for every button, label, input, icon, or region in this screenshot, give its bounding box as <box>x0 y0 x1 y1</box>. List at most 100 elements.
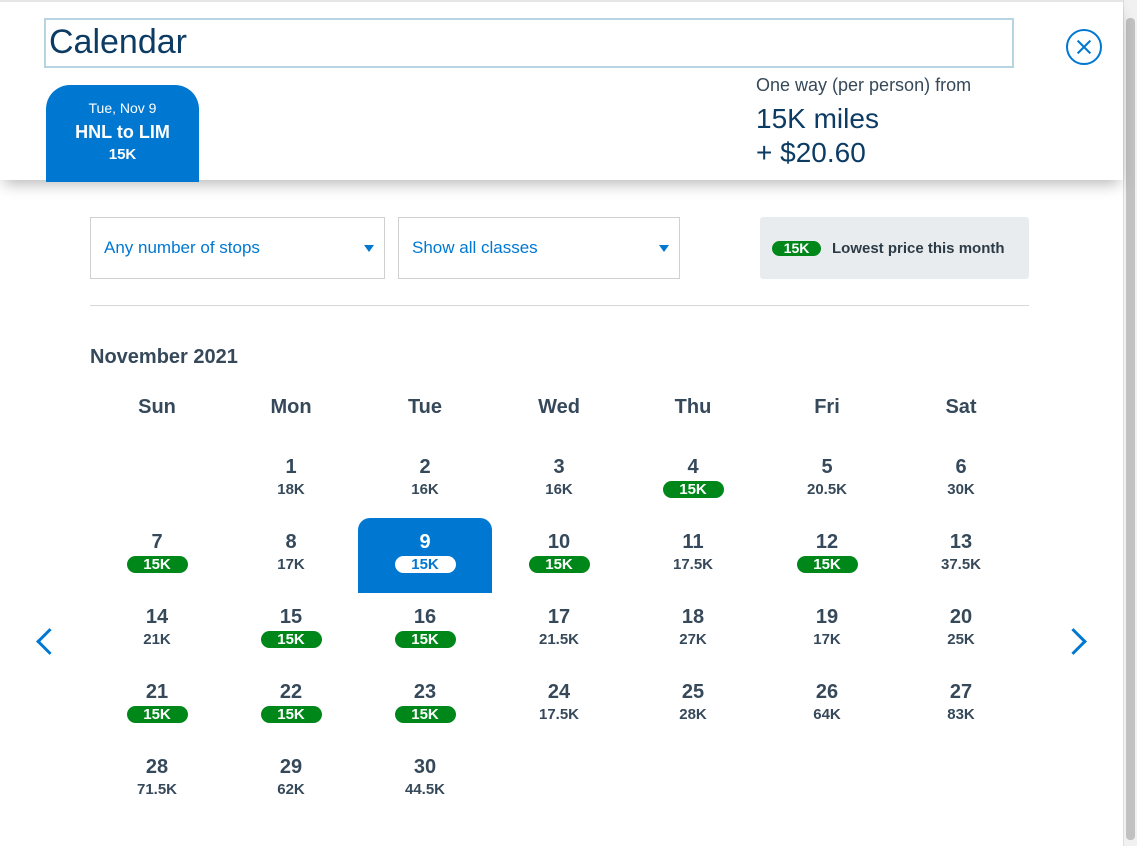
calendar-day-22[interactable]: 22 15K <box>224 668 358 743</box>
day-price: 28K <box>679 706 707 723</box>
calendar-day-14[interactable]: 14 21K <box>90 593 224 668</box>
day-price: 17.5K <box>672 556 714 573</box>
day-price-lowest: 15K <box>796 556 858 573</box>
day-number: 9 <box>419 531 431 553</box>
calendar-day-5[interactable]: 5 20.5K <box>760 443 894 518</box>
day-price: 62K <box>277 781 305 798</box>
day-number: 8 <box>285 531 297 553</box>
day-number: 18 <box>681 606 705 628</box>
stops-select[interactable]: Any number of stops <box>90 217 385 279</box>
day-price: 20.5K <box>806 481 848 498</box>
day-number: 26 <box>815 681 839 703</box>
day-price: 27K <box>679 631 707 648</box>
calendar-day-27[interactable]: 27 83K <box>894 668 1028 743</box>
day-number: 14 <box>145 606 169 628</box>
day-number: 24 <box>547 681 571 703</box>
day-price: 83K <box>947 706 975 723</box>
day-price-lowest: 15K <box>662 481 724 498</box>
calendar-day-16[interactable]: 16 15K <box>358 593 492 668</box>
scroll-thumb[interactable] <box>1126 18 1135 840</box>
page-title: Calendar <box>44 18 1014 68</box>
lowest-price-legend: 15K Lowest price this month <box>760 217 1029 279</box>
day-price: 18K <box>277 481 305 498</box>
day-number: 22 <box>279 681 303 703</box>
day-price-lowest: 15K <box>260 631 322 648</box>
fare-tax: + $20.60 <box>756 137 866 168</box>
calendar-day-12[interactable]: 12 15K <box>760 518 894 593</box>
day-number: 4 <box>687 456 699 478</box>
calendar-day-7[interactable]: 7 15K <box>90 518 224 593</box>
calendar-day-13[interactable]: 13 37.5K <box>894 518 1028 593</box>
day-price-lowest: 15K <box>260 706 322 723</box>
day-number: 13 <box>949 531 973 553</box>
calendar-day-9[interactable]: 9 15K <box>358 518 492 593</box>
scrollbar[interactable] <box>1123 0 1137 846</box>
day-number: 30 <box>413 756 437 778</box>
lowest-price-label: Lowest price this month <box>832 240 1005 257</box>
chevron-left-icon[interactable] <box>36 628 63 655</box>
calendar-day-28[interactable]: 28 71.5K <box>90 743 224 818</box>
weekday-tue: Tue <box>407 396 443 418</box>
day-number: 15 <box>279 606 303 628</box>
day-number: 12 <box>815 531 839 553</box>
calendar-day-26[interactable]: 26 64K <box>760 668 894 743</box>
classes-select[interactable]: Show all classes <box>398 217 680 279</box>
day-price: 17K <box>277 556 305 573</box>
chevron-down-icon <box>364 245 374 252</box>
day-price: 21K <box>143 631 171 648</box>
day-price-lowest: 15K <box>528 556 590 573</box>
month-title: November 2021 <box>90 346 238 368</box>
day-price-lowest: 15K <box>394 631 456 648</box>
stops-select-value: Any number of stops <box>104 238 260 257</box>
trip-tab[interactable]: Tue, Nov 9 HNL to LIM 15K <box>46 85 199 182</box>
weekday-sat: Sat <box>945 396 977 418</box>
weekday-sun: Sun <box>138 396 176 418</box>
day-price: 25K <box>947 631 975 648</box>
calendar-day-1[interactable]: 1 18K <box>224 443 358 518</box>
day-price-lowest: 15K <box>394 556 456 573</box>
chevron-right-icon[interactable] <box>1060 628 1087 655</box>
calendar-day-2[interactable]: 2 16K <box>358 443 492 518</box>
day-number: 7 <box>151 531 163 553</box>
calendar-day-6[interactable]: 6 30K <box>894 443 1028 518</box>
calendar-day-18[interactable]: 18 27K <box>626 593 760 668</box>
calendar-day-3[interactable]: 3 16K <box>492 443 626 518</box>
day-number: 6 <box>955 456 967 478</box>
day-number: 2 <box>419 456 431 478</box>
day-price: 71.5K <box>136 781 178 798</box>
day-number: 19 <box>815 606 839 628</box>
day-number: 21 <box>145 681 169 703</box>
day-price: 44.5K <box>404 781 446 798</box>
calendar-day-25[interactable]: 25 28K <box>626 668 760 743</box>
calendar-day-20[interactable]: 20 25K <box>894 593 1028 668</box>
trip-date: Tue, Nov 9 <box>88 100 157 116</box>
day-price: 17.5K <box>538 706 580 723</box>
calendar-day-8[interactable]: 8 17K <box>224 518 358 593</box>
day-number: 29 <box>279 756 303 778</box>
day-number: 20 <box>949 606 973 628</box>
day-price: 37.5K <box>940 556 982 573</box>
calendar-day-30[interactable]: 30 44.5K <box>358 743 492 818</box>
day-number: 10 <box>547 531 571 553</box>
trip-route: HNL to LIM <box>75 122 170 142</box>
calendar-day-4[interactable]: 4 15K <box>626 443 760 518</box>
calendar-day-24[interactable]: 24 17.5K <box>492 668 626 743</box>
weekday-thu: Thu <box>674 396 712 418</box>
day-price-lowest: 15K <box>394 706 456 723</box>
calendar-day-29[interactable]: 29 62K <box>224 743 358 818</box>
calendar-day-23[interactable]: 23 15K <box>358 668 492 743</box>
weekday-wed: Wed <box>538 396 580 418</box>
calendar-day-17[interactable]: 17 21.5K <box>492 593 626 668</box>
divider <box>90 305 1029 306</box>
day-price-lowest: 15K <box>126 706 188 723</box>
calendar-day-21[interactable]: 21 15K <box>90 668 224 743</box>
lowest-price-pill: 15K <box>772 241 821 256</box>
calendar-day-10[interactable]: 10 15K <box>492 518 626 593</box>
weekday-mon: Mon <box>270 396 312 418</box>
calendar-day-19[interactable]: 19 17K <box>760 593 894 668</box>
chevron-down-icon <box>659 245 669 252</box>
calendar-day-11[interactable]: 11 17.5K <box>626 518 760 593</box>
close-icon[interactable] <box>1066 29 1102 65</box>
calendar-day-15[interactable]: 15 15K <box>224 593 358 668</box>
day-number: 17 <box>547 606 571 628</box>
